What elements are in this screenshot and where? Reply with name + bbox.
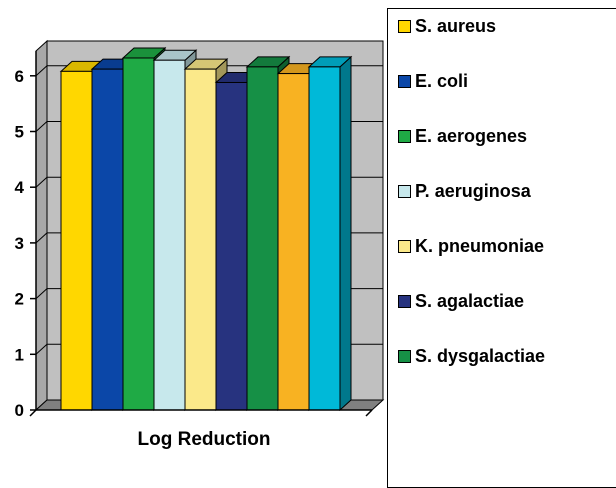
legend-swatch	[398, 294, 411, 308]
legend-item: S. agalactiae	[398, 291, 524, 311]
legend: S. aureus E. coli E. aerogenes P. aeruginos…	[387, 8, 616, 488]
gridline-side	[35, 288, 48, 299]
x-axis-label: Log Reduction	[138, 429, 271, 450]
gridline-side	[35, 343, 48, 355]
bar-chart: 0 1 2 3 4 5 6 Log Reduction	[15, 39, 385, 450]
legend-swatch	[398, 19, 411, 33]
bar-front	[60, 70, 93, 411]
legend-item: P. aeruginosa	[398, 181, 531, 201]
legend-label: S. aureus	[415, 15, 497, 36]
bar-front	[308, 66, 341, 411]
x-tick-right	[365, 409, 373, 417]
bar-front	[277, 73, 310, 411]
legend-label: P. aeruginosa	[415, 180, 531, 201]
legend-swatch	[398, 239, 411, 253]
gridline-side	[35, 176, 48, 188]
bars	[59, 46, 353, 412]
chart-side-wall	[35, 39, 48, 412]
legend-label: E. coli	[415, 70, 469, 91]
legend-item: S. aureus	[398, 16, 496, 36]
legend-swatch	[398, 129, 411, 143]
bar-front	[215, 81, 248, 411]
y-tick-label: 2	[15, 290, 24, 309]
y-tick-label: 0	[15, 401, 24, 420]
y-tick-label: 4	[15, 178, 25, 197]
bar-series-9	[307, 55, 353, 412]
bar-front	[122, 57, 155, 411]
y-tick-label: 3	[15, 234, 24, 253]
legend-item: S. dysgalactiae	[398, 346, 545, 366]
legend-item: E. aerogenes	[398, 126, 527, 146]
y-tick-label: 6	[15, 67, 24, 86]
gridline-side	[35, 232, 48, 244]
legend-label: S. dysgalactiae	[415, 345, 546, 366]
legend-swatch	[398, 349, 411, 363]
legend-label: K. pneumoniae	[415, 235, 545, 256]
x-tick-left	[29, 409, 37, 417]
bar-side	[339, 55, 352, 412]
legend-label: S. agalactiae	[415, 290, 525, 311]
gridline-side	[35, 121, 48, 132]
y-tick-label: 1	[15, 345, 24, 364]
bar-front	[153, 59, 186, 411]
bar-front	[184, 68, 217, 411]
bar-front	[246, 66, 279, 411]
y-tick-label: 5	[15, 123, 24, 142]
y-axis-ticks: 0 1 2 3 4 5 6	[15, 67, 36, 420]
legend-item: K. pneumoniae	[398, 236, 544, 256]
legend-item: E. coli	[398, 71, 468, 91]
legend-swatch	[398, 184, 411, 198]
legend-swatch	[398, 74, 411, 88]
gridline-side	[35, 65, 48, 77]
legend-label: E. aerogenes	[415, 125, 528, 146]
bar-front	[91, 68, 124, 411]
